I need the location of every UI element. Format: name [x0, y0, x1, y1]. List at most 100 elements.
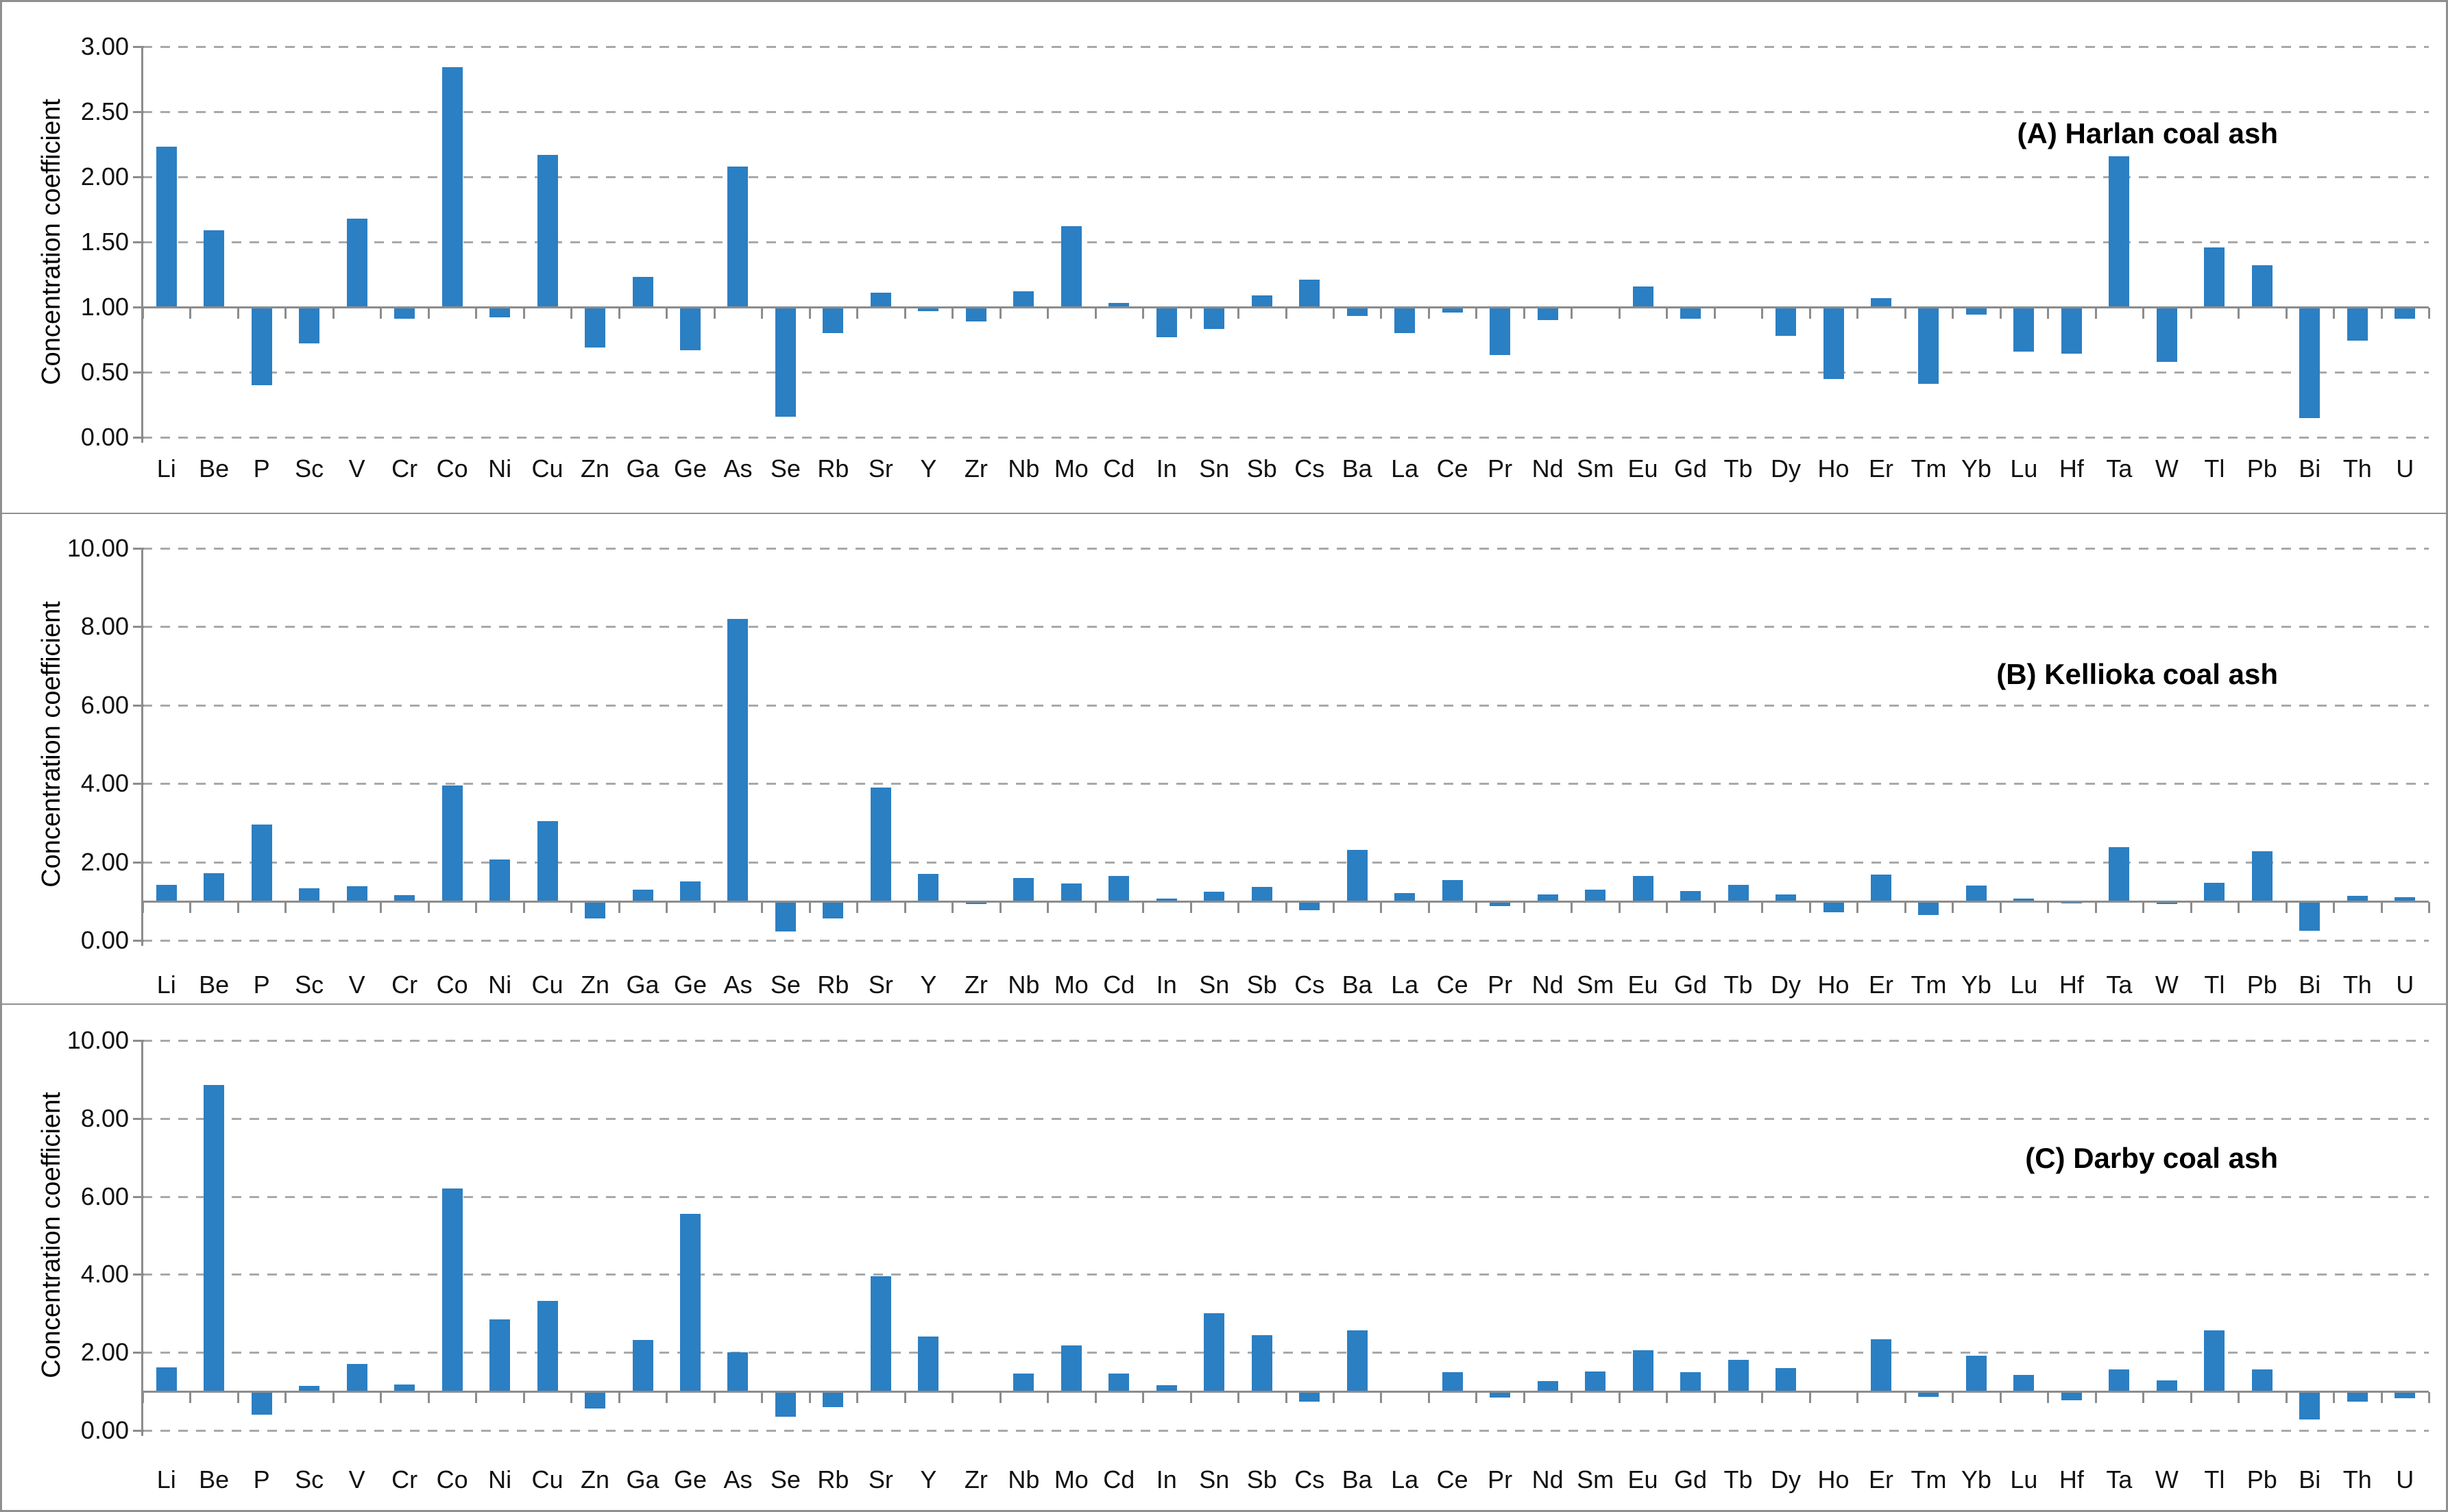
x-category-label-Lu: Lu: [2010, 454, 2038, 483]
bar-Cd: [1108, 876, 1130, 901]
x-axis-tick: [1142, 901, 1145, 913]
x-axis-tick: [2142, 901, 2145, 913]
y-axis-tick: [133, 176, 144, 178]
x-axis-tick: [380, 1392, 383, 1404]
bar-W: [2156, 307, 2177, 362]
panel-title-darby: (C) Darby coal ash: [2025, 1142, 2278, 1174]
bar-Tb: [1728, 1360, 1749, 1392]
x-axis-tick: [1285, 1392, 1287, 1404]
x-axis-tick: [237, 901, 239, 913]
x-axis-tick: [237, 1392, 239, 1404]
x-axis-tick: [2285, 1392, 2288, 1404]
x-category-label-Pb: Pb: [2246, 454, 2277, 483]
bar-Se: [775, 1391, 796, 1417]
y-tick-label: 0.00: [80, 1416, 129, 1444]
x-axis-tick: [1571, 308, 1573, 319]
x-axis-tick: [1618, 1392, 1621, 1404]
x-category-label-Li: Li: [156, 454, 176, 483]
bar-V: [346, 886, 367, 901]
x-category-label-Er: Er: [1868, 454, 1893, 483]
x-category-label-As: As: [723, 454, 753, 483]
x-axis-tick: [618, 1392, 620, 1404]
x-axis-tick: [1856, 901, 1859, 913]
x-category-label-Ba: Ba: [1342, 1465, 1372, 1493]
x-axis-tick: [284, 308, 287, 319]
x-category-label-Th: Th: [2342, 1465, 2372, 1493]
x-axis-tick: [1047, 1392, 1050, 1404]
bar-Zn: [585, 1391, 606, 1409]
y-tick-label: 1.50: [80, 228, 129, 256]
x-axis-tick: [1237, 901, 1240, 913]
x-axis-tick: [1285, 308, 1287, 319]
x-axis-tick: [1189, 1392, 1192, 1404]
gridline: [143, 1117, 2429, 1120]
bar-Co: [441, 785, 463, 901]
bar-Dy: [1776, 307, 1797, 336]
x-axis-tick: [1523, 1392, 1525, 1404]
x-category-label-Ga: Ga: [626, 454, 659, 483]
x-category-label-Sm: Sm: [1577, 971, 1614, 999]
x-axis-tick: [2333, 1392, 2336, 1404]
bar-Y: [918, 874, 939, 901]
x-axis-tick: [475, 308, 478, 319]
x-category-label-Lu: Lu: [2010, 1465, 2038, 1493]
gridline: [143, 1273, 2429, 1276]
x-category-label-Ho: Ho: [1817, 971, 1850, 999]
bar-Th: [2347, 1391, 2368, 1402]
x-category-label-Rb: Rb: [817, 1465, 849, 1493]
x-category-label-As: As: [723, 1465, 753, 1493]
x-category-label-Tl: Tl: [2204, 1465, 2225, 1493]
x-axis-tick: [2190, 901, 2192, 913]
x-axis-tick: [761, 1392, 764, 1404]
x-axis-tick: [1571, 901, 1573, 913]
bar-Ga: [632, 277, 653, 307]
x-axis-tick: [1761, 1392, 1764, 1404]
x-axis-tick: [1475, 308, 1478, 319]
x-axis-tick: [1952, 308, 1954, 319]
bar-Cs: [1299, 1391, 1320, 1402]
y-axis-tick: [133, 704, 144, 707]
x-axis-tick: [2047, 1392, 2050, 1404]
x-axis-line: [143, 900, 2429, 903]
bar-Cr: [394, 895, 415, 901]
x-axis-tick: [2047, 308, 2050, 319]
bar-Yb: [1965, 1355, 1987, 1392]
x-category-label-Ce: Ce: [1436, 1465, 1468, 1493]
x-category-label-Mo: Mo: [1054, 971, 1089, 999]
x-axis-tick: [1475, 1392, 1478, 1404]
bar-Sb: [1251, 887, 1272, 901]
bar-Se: [775, 307, 796, 417]
x-category-label-Sb: Sb: [1246, 971, 1277, 999]
bar-Ho: [1823, 307, 1844, 379]
x-category-label-Bi: Bi: [2299, 971, 2321, 999]
bar-Eu: [1632, 1350, 1653, 1392]
bar-Nd: [1537, 307, 1558, 320]
x-axis-tick: [1808, 308, 1811, 319]
plot-area-kellioka: 0.00 2.00 4.00 6.00 8.00 10.00 Li Be P Sc V Cr Co Ni C…: [2, 514, 2446, 1003]
bar-U: [2395, 307, 2416, 319]
x-category-label-Sc: Sc: [295, 1465, 324, 1493]
x-category-label-Y: Y: [920, 971, 937, 999]
x-axis-tick: [1618, 901, 1621, 913]
bar-Ga: [632, 1339, 653, 1392]
x-axis-tick: [1094, 1392, 1097, 1404]
x-category-label-Ge: Ge: [673, 971, 707, 999]
x-axis-tick: [475, 1392, 478, 1404]
bar-Cd: [1108, 303, 1130, 307]
x-category-label-P: P: [253, 454, 270, 483]
x-axis-tick: [1142, 308, 1145, 319]
x-axis-tick: [1856, 308, 1859, 319]
bar-W: [2156, 901, 2177, 904]
y-tick-label: 2.00: [80, 162, 129, 191]
x-axis-tick: [427, 901, 430, 913]
gridline: [143, 437, 2429, 439]
x-category-label-Zr: Zr: [964, 454, 988, 483]
bar-Dy: [1776, 894, 1797, 901]
x-category-label-Th: Th: [2342, 971, 2372, 999]
x-category-label-Se: Se: [770, 971, 801, 999]
bar-Li: [156, 1367, 177, 1392]
y-axis-tick: [133, 46, 144, 48]
x-axis-tick: [1999, 901, 2002, 913]
x-category-label-Co: Co: [436, 1465, 468, 1493]
x-category-label-Nd: Nd: [1531, 1465, 1564, 1493]
